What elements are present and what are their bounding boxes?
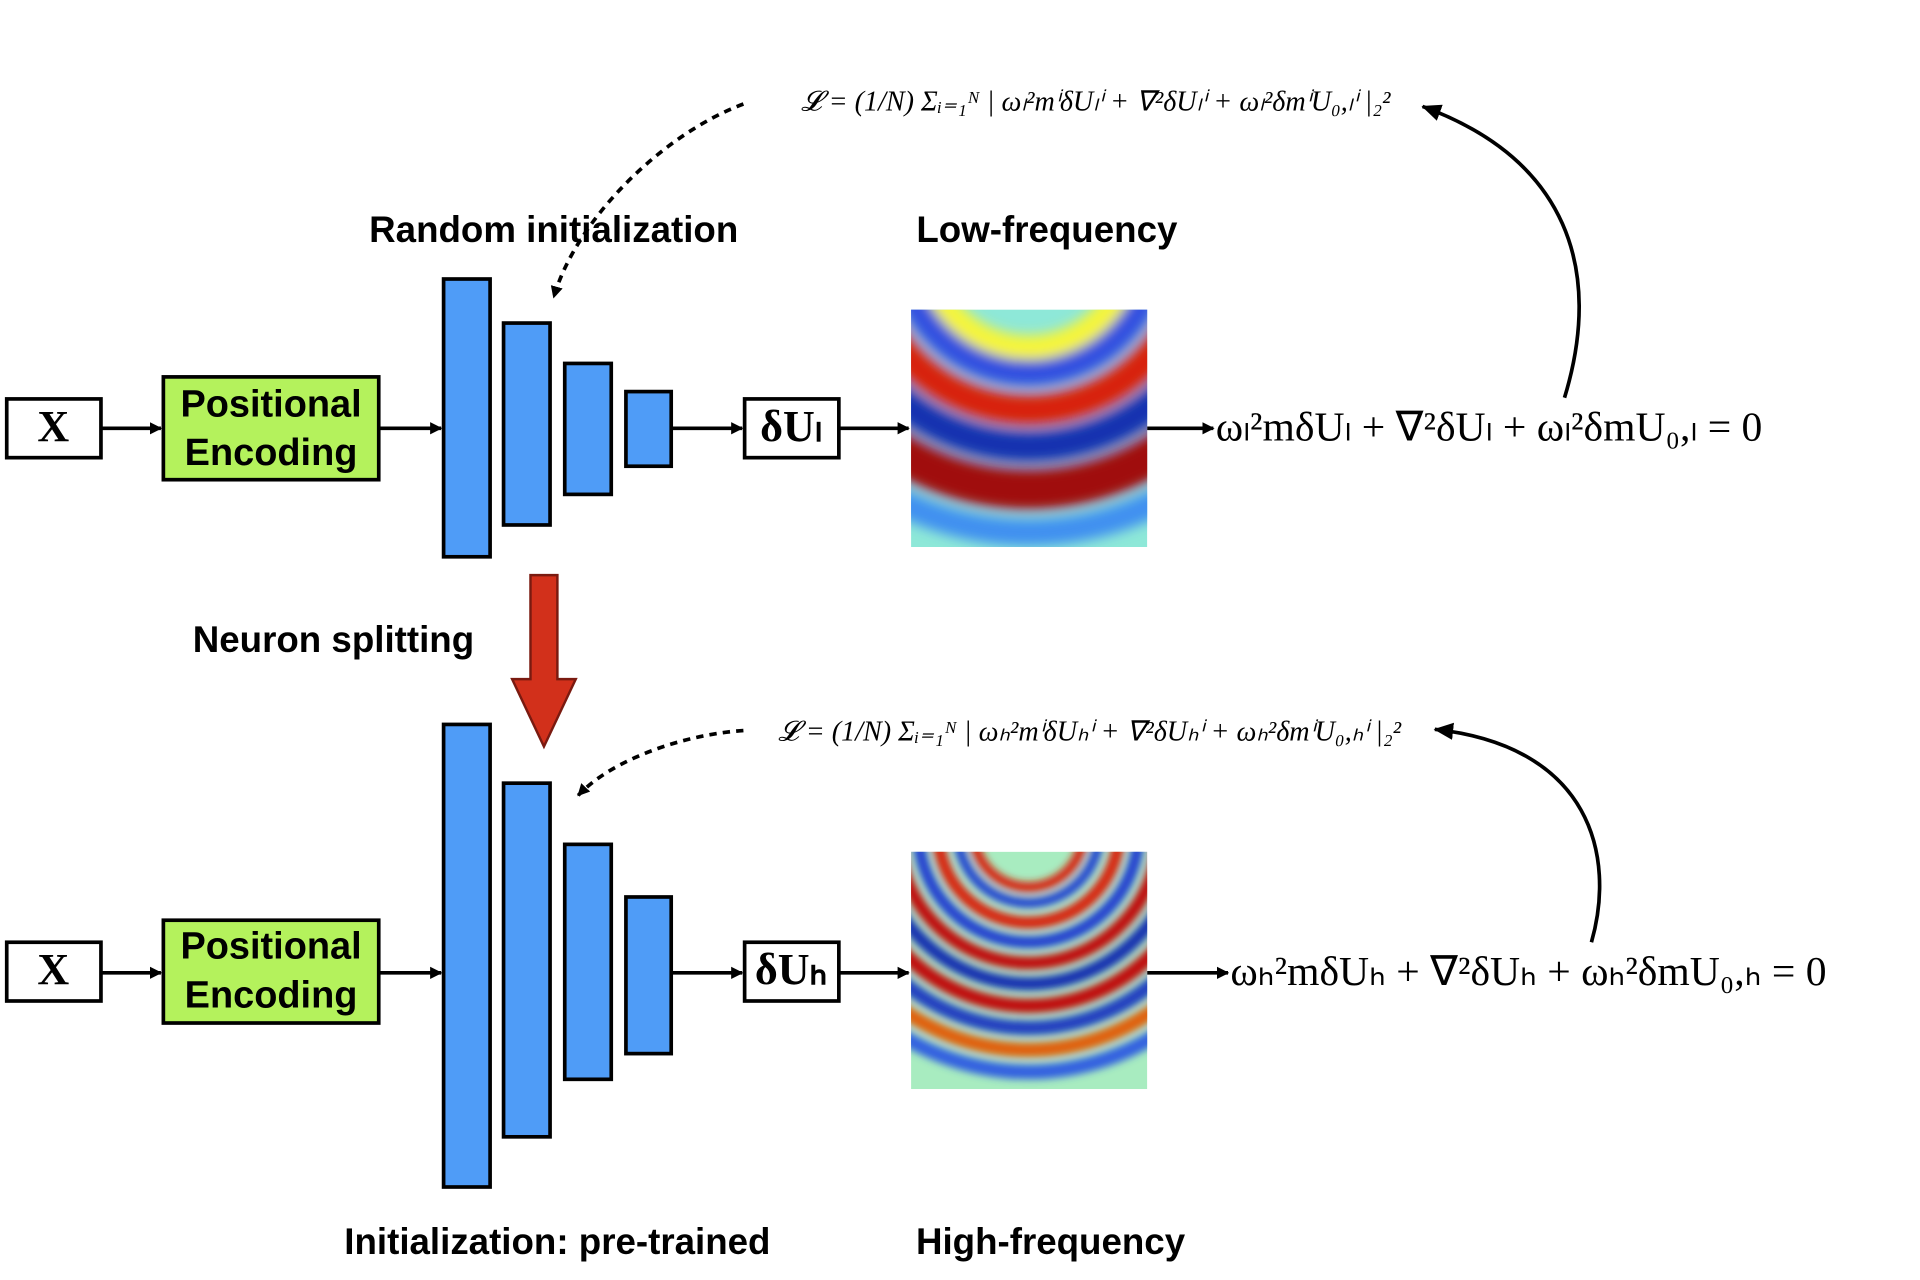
layer	[562, 361, 614, 497]
output-box	[742, 397, 841, 460]
output-box	[742, 940, 841, 1003]
dashed-arrow	[576, 728, 744, 797]
split-arrow	[510, 573, 578, 750]
encoder: Encoding	[185, 974, 358, 1016]
layer	[501, 781, 552, 1139]
transition-label: Neuron splitting	[193, 619, 474, 660]
equation: ωₗ²mδUₗ + ∇²δUₗ + ωₗ²δmU₀,ₗ = 0	[1216, 403, 1763, 449]
feedback-arrow	[1433, 722, 1602, 943]
encoder: Positional	[180, 925, 361, 967]
input-box	[4, 940, 103, 1003]
wavefield	[911, 309, 1148, 547]
dashed-arrow	[550, 102, 745, 299]
loss-formula: 𝓛 = (1/N) Σᵢ₌₁ᴺ | ωₗ²mⁱδUₗⁱ + ∇²δUₗⁱ + ω…	[801, 86, 1391, 117]
layer	[562, 842, 614, 1082]
feedback-arrow	[1421, 104, 1581, 399]
field-label: High-frequency	[916, 1221, 1186, 1262]
encoder: Positional	[180, 383, 361, 425]
layer	[624, 389, 674, 469]
layer	[441, 722, 492, 1189]
layer	[441, 277, 492, 559]
loss-formula: 𝓛 = (1/N) Σᵢ₌₁ᴺ | ωₕ²mⁱδUₕⁱ + ∇²δUₕⁱ + ω…	[778, 717, 1401, 748]
input: X	[37, 402, 69, 451]
layer	[624, 895, 674, 1056]
equation: ωₕ²mδUₕ + ∇²δUₕ + ωₕ²δmU₀,ₕ = 0	[1230, 948, 1826, 994]
init-label: Initialization: pre-trained	[344, 1221, 770, 1262]
input-box	[4, 397, 103, 460]
layer	[501, 321, 552, 527]
init-label: Random initialization	[369, 209, 738, 250]
field-label: Low-frequency	[916, 209, 1178, 250]
output: δUₗ	[760, 402, 822, 451]
encoder-box	[161, 918, 381, 1025]
encoder-box	[161, 375, 381, 482]
wavefield	[911, 851, 1148, 1090]
output: δUₕ	[755, 945, 827, 994]
input: X	[37, 945, 69, 994]
encoder: Encoding	[185, 432, 358, 474]
